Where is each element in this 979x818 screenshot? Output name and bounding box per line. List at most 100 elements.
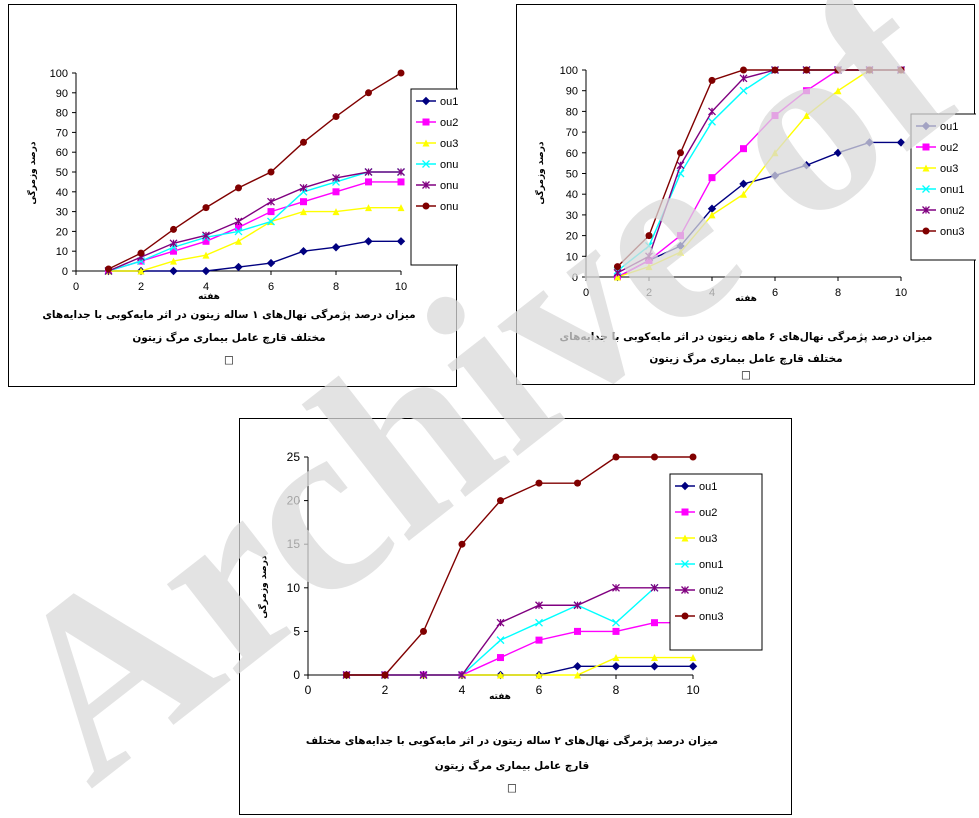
data-point — [645, 263, 653, 271]
series-line — [617, 69, 901, 272]
y-tick-label: 60 — [566, 148, 578, 160]
data-point — [419, 671, 428, 679]
y-tick-label: 80 — [566, 106, 578, 118]
y-tick-label: 15 — [287, 537, 301, 551]
data-point — [677, 248, 684, 256]
data-point — [834, 66, 842, 74]
data-point — [833, 148, 843, 158]
y-tick-label: 70 — [566, 127, 578, 139]
data-point — [573, 601, 582, 610]
legend-label: ou3 — [940, 163, 958, 175]
series-line — [108, 206, 401, 272]
data-point — [535, 671, 543, 679]
caption-line: □ — [224, 354, 234, 366]
data-point — [803, 66, 810, 74]
x-tick-label: 2 — [138, 281, 144, 293]
data-point — [397, 204, 405, 212]
data-point — [739, 74, 748, 83]
legend-label: onu1 — [940, 184, 964, 196]
data-point — [496, 636, 505, 645]
data-point — [300, 208, 307, 216]
legend-label: onu1 — [440, 159, 458, 171]
series-line — [346, 587, 693, 676]
series-onu3 — [105, 69, 405, 273]
chart-1: 0 10 20 30 40 50 60 70 80 90 100 0 2 4 6 8 10 درصد وزمرگی… — [26, 68, 458, 366]
data-point — [897, 66, 905, 74]
legend-box — [669, 473, 763, 651]
data-point — [420, 627, 427, 635]
legend-swatch-marker — [421, 96, 431, 106]
data-point — [535, 636, 543, 644]
series-line — [108, 240, 401, 272]
data-point — [689, 654, 697, 662]
y-tick-label: 70 — [56, 127, 68, 139]
series-line — [108, 181, 401, 272]
data-point — [689, 453, 697, 461]
data-point — [612, 453, 620, 461]
data-point — [202, 231, 210, 240]
legend-swatch-marker — [681, 508, 689, 516]
data-point — [834, 87, 842, 95]
y-tick-label: 80 — [56, 108, 68, 120]
legend-label: onu3 — [940, 226, 964, 238]
caption-line: میزان درصد پژمرگی نهال‌های ۱ ساله زیتون … — [42, 308, 415, 321]
data-point — [234, 262, 243, 272]
legend-swatch-marker — [422, 202, 430, 210]
x-tick-label: 8 — [333, 281, 339, 293]
data-point — [299, 246, 308, 256]
series-line — [108, 171, 401, 272]
caption-line: میزان درصد پژمرگی نهال‌های ۶ ماهه زیتون … — [560, 330, 933, 343]
legend-swatch-marker — [922, 206, 930, 214]
data-point — [739, 86, 748, 95]
x-tick-label: 0 — [73, 281, 79, 293]
series-line — [617, 69, 901, 268]
caption-line: □ — [741, 369, 751, 381]
data-point — [458, 540, 466, 548]
legend-label: ou1 — [440, 96, 458, 108]
legend-swatch-marker — [922, 164, 930, 172]
data-point — [497, 497, 504, 505]
legend-label: onu3 — [440, 201, 458, 213]
data-point — [458, 671, 466, 679]
legend-swatch-marker — [422, 139, 430, 147]
y-tick-label: 30 — [56, 207, 68, 219]
y-tick-label: 10 — [56, 246, 68, 258]
data-point — [708, 76, 716, 84]
chart-3: 0 5 10 15 20 25 0 2 4 6 8 10 درصد وزمرگی هفته میزان در… — [257, 450, 763, 794]
data-point — [170, 225, 177, 233]
data-point — [612, 627, 620, 635]
data-point — [365, 204, 372, 212]
data-point — [267, 168, 275, 176]
data-point — [105, 265, 112, 273]
legend-swatch-marker — [680, 481, 690, 491]
data-point — [677, 232, 684, 240]
data-point — [802, 161, 811, 170]
series-onu1 — [342, 583, 697, 679]
y-tick-label: 50 — [56, 167, 68, 179]
data-point — [364, 168, 373, 176]
y-tick-label: 100 — [560, 65, 578, 77]
data-point — [612, 654, 620, 662]
x-tick-label: 0 — [583, 287, 589, 299]
y-tick-label: 50 — [566, 169, 578, 181]
data-point — [614, 273, 621, 281]
data-point — [866, 66, 873, 74]
legend-swatch-marker — [922, 227, 930, 235]
data-point — [202, 204, 210, 212]
data-point — [300, 198, 307, 206]
x-tick-label: 4 — [459, 683, 466, 697]
legend-label: ou2 — [440, 117, 458, 129]
data-point — [645, 256, 653, 264]
data-point — [300, 138, 307, 146]
data-point — [343, 671, 350, 679]
x-axis-label: هفته — [198, 292, 220, 302]
data-point — [235, 237, 242, 245]
x-tick-label: 10 — [395, 281, 407, 293]
data-point — [574, 627, 581, 635]
y-tick-label: 90 — [566, 86, 578, 98]
x-tick-label: 6 — [772, 287, 778, 299]
caption-line: مختلف قارچ عامل بیماری مرگ زیتون — [649, 352, 842, 366]
data-point — [771, 112, 779, 120]
legend-label: ou1 — [940, 121, 958, 133]
data-point — [651, 654, 658, 662]
